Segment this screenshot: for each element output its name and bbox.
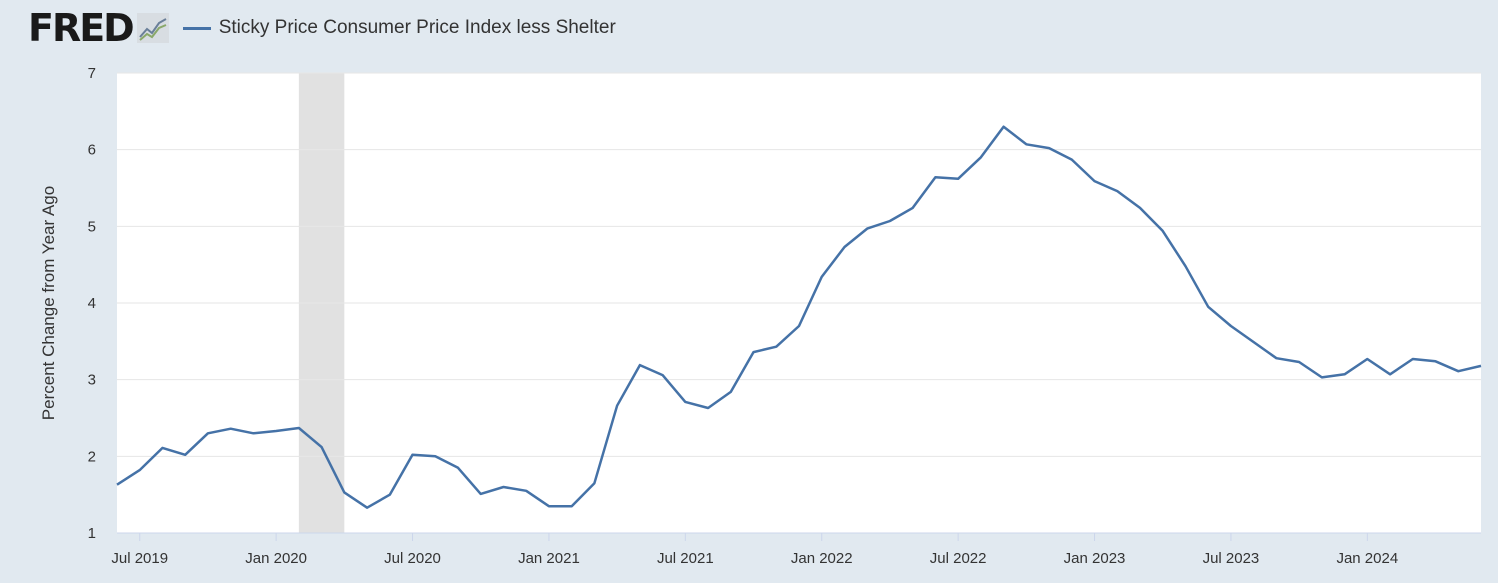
x-tick-label: Jul 2021 (657, 550, 714, 567)
x-tick-label: Jan 2021 (518, 550, 580, 567)
legend-label: Sticky Price Consumer Price Index less S… (218, 17, 616, 38)
graph-icon (136, 13, 169, 43)
x-tick-label: Jul 2023 (1203, 550, 1260, 567)
fred-logo[interactable]: FRED (28, 6, 135, 50)
x-tick-label: Jul 2022 (930, 550, 987, 567)
series-line (116, 125, 1482, 509)
y-tick-label: 3 (88, 372, 96, 389)
legend-item: Sticky Price Consumer Price Index less S… (182, 17, 616, 39)
y-tick-label: 5 (88, 218, 96, 235)
y-tick-label: 7 (88, 65, 96, 82)
chart-header: FRED Sticky Price Consumer Price Index l… (28, 6, 616, 50)
y-tick-label: 1 (88, 525, 96, 542)
y-tick-label: 2 (88, 448, 96, 465)
x-tick-label: Jul 2019 (111, 550, 168, 567)
x-tick-label: Jan 2024 (1336, 550, 1398, 567)
y-tick-label: 4 (88, 295, 96, 312)
x-tick-label: Jan 2023 (1064, 550, 1126, 567)
x-tick-label: Jul 2020 (384, 550, 441, 567)
y-tick-label: 6 (88, 142, 96, 159)
legend-swatch (182, 26, 211, 30)
x-tick-label: Jan 2022 (791, 550, 853, 567)
x-tick-label: Jan 2020 (245, 550, 307, 567)
y-axis-label: Percent Change from Year Ago (39, 186, 58, 420)
